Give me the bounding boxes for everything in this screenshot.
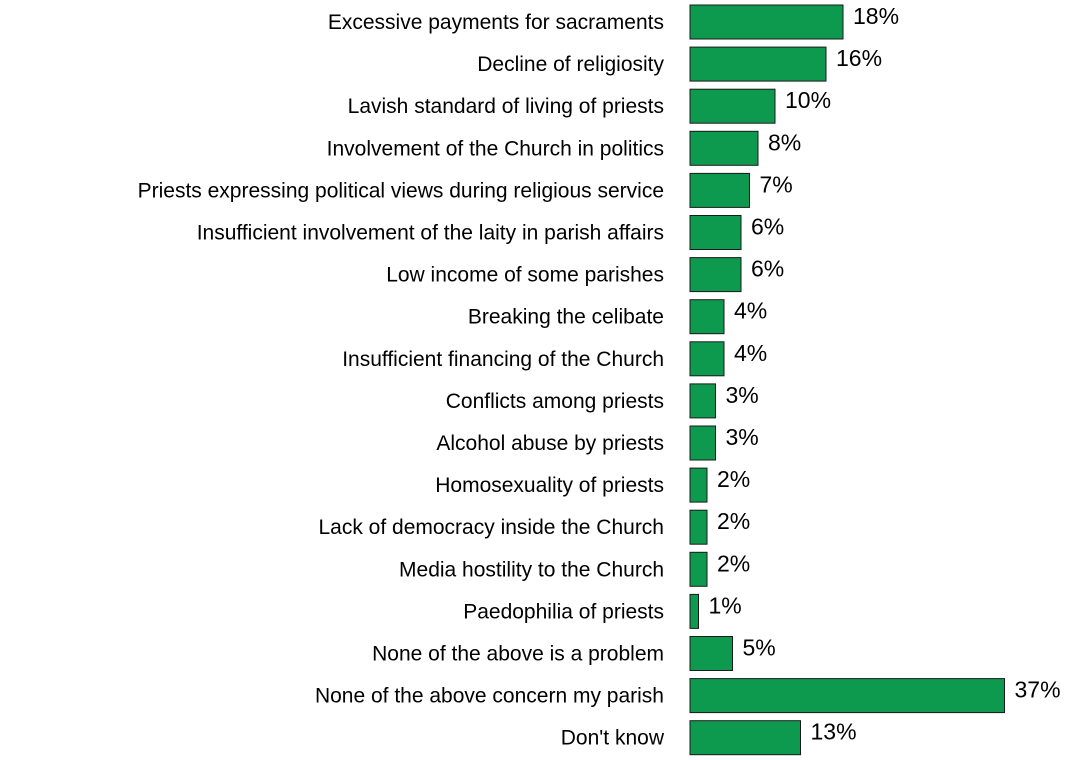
- bar-17: [689, 720, 801, 756]
- value-label-16: 37%: [1015, 677, 1061, 703]
- bar-1: [689, 46, 827, 82]
- category-label-3: Involvement of the Church in politics: [327, 137, 664, 160]
- value-labels: 18% 16%10% 8% 7% 6% 6% 4% 4% 3% 3% 2% 2% 2% 1%5% 37% 13…: [709, 3, 1061, 745]
- bar-5: [689, 215, 742, 250]
- bar-16: [689, 678, 1005, 714]
- value-label-1: 16%: [836, 45, 882, 71]
- value-label-8: 4%: [734, 340, 767, 366]
- category-label-8: Insufficient financing of the Church: [342, 348, 664, 371]
- value-label-17: 13%: [811, 719, 857, 745]
- bars: [689, 4, 1005, 756]
- category-label-12: Lack of democracy inside the Church: [318, 516, 664, 539]
- category-label-1: Decline of religiosity: [477, 53, 664, 76]
- category-label-7: Breaking the celibate: [468, 306, 664, 329]
- value-label-7: 4%: [734, 298, 767, 324]
- category-label-14: Paedophilia of priests: [463, 600, 664, 623]
- value-label-6: 6%: [751, 256, 784, 282]
- bar-9: [689, 383, 716, 419]
- value-label-11: 2%: [717, 466, 750, 492]
- category-label-17: Don't know: [561, 727, 665, 750]
- value-label-10: 3%: [726, 424, 759, 450]
- category-label-2: Lavish standard of living of priests: [348, 95, 664, 118]
- value-label-3: 8%: [768, 129, 801, 155]
- bar-7: [689, 299, 725, 335]
- category-label-13: Media hostility to the Church: [399, 558, 664, 581]
- category-label-0: Excessive payments for sacraments: [328, 11, 664, 34]
- value-label-15: 5%: [743, 635, 776, 661]
- bar-3: [689, 130, 759, 166]
- bar-14: [689, 593, 699, 629]
- value-label-13: 2%: [717, 550, 750, 576]
- value-label-4: 7%: [760, 171, 793, 197]
- bar-10: [689, 425, 716, 461]
- category-label-10: Alcohol abuse by priests: [436, 432, 664, 455]
- value-label-12: 2%: [717, 508, 750, 534]
- value-label-9: 3%: [726, 382, 759, 408]
- bar-12: [689, 509, 708, 545]
- category-label-11: Homosexuality of priests: [435, 474, 664, 497]
- bar-2: [689, 88, 776, 124]
- category-label-6: Low income of some parishes: [386, 264, 664, 287]
- bar-6: [689, 257, 742, 293]
- bar-11: [689, 467, 708, 503]
- value-label-0: 18%: [853, 3, 899, 29]
- value-label-2: 10%: [785, 87, 831, 113]
- category-label-9: Conflicts among priests: [446, 390, 664, 413]
- bar-13: [689, 551, 708, 587]
- bar-8: [689, 341, 725, 377]
- category-label-5: Insufficient involvement of the laity in…: [197, 222, 664, 245]
- bar-4: [689, 172, 750, 208]
- category-labels: Excessive payments for sacraments Decline…: [138, 11, 665, 750]
- bar-15: [689, 636, 733, 671]
- value-label-5: 6%: [751, 214, 784, 240]
- bar-0: [689, 4, 844, 40]
- category-label-15: None of the above is a problem: [372, 643, 664, 666]
- category-label-4: Priests expressing political views durin…: [138, 179, 664, 202]
- value-label-14: 1%: [709, 592, 742, 618]
- category-label-16: None of the above concern my parish: [315, 685, 664, 708]
